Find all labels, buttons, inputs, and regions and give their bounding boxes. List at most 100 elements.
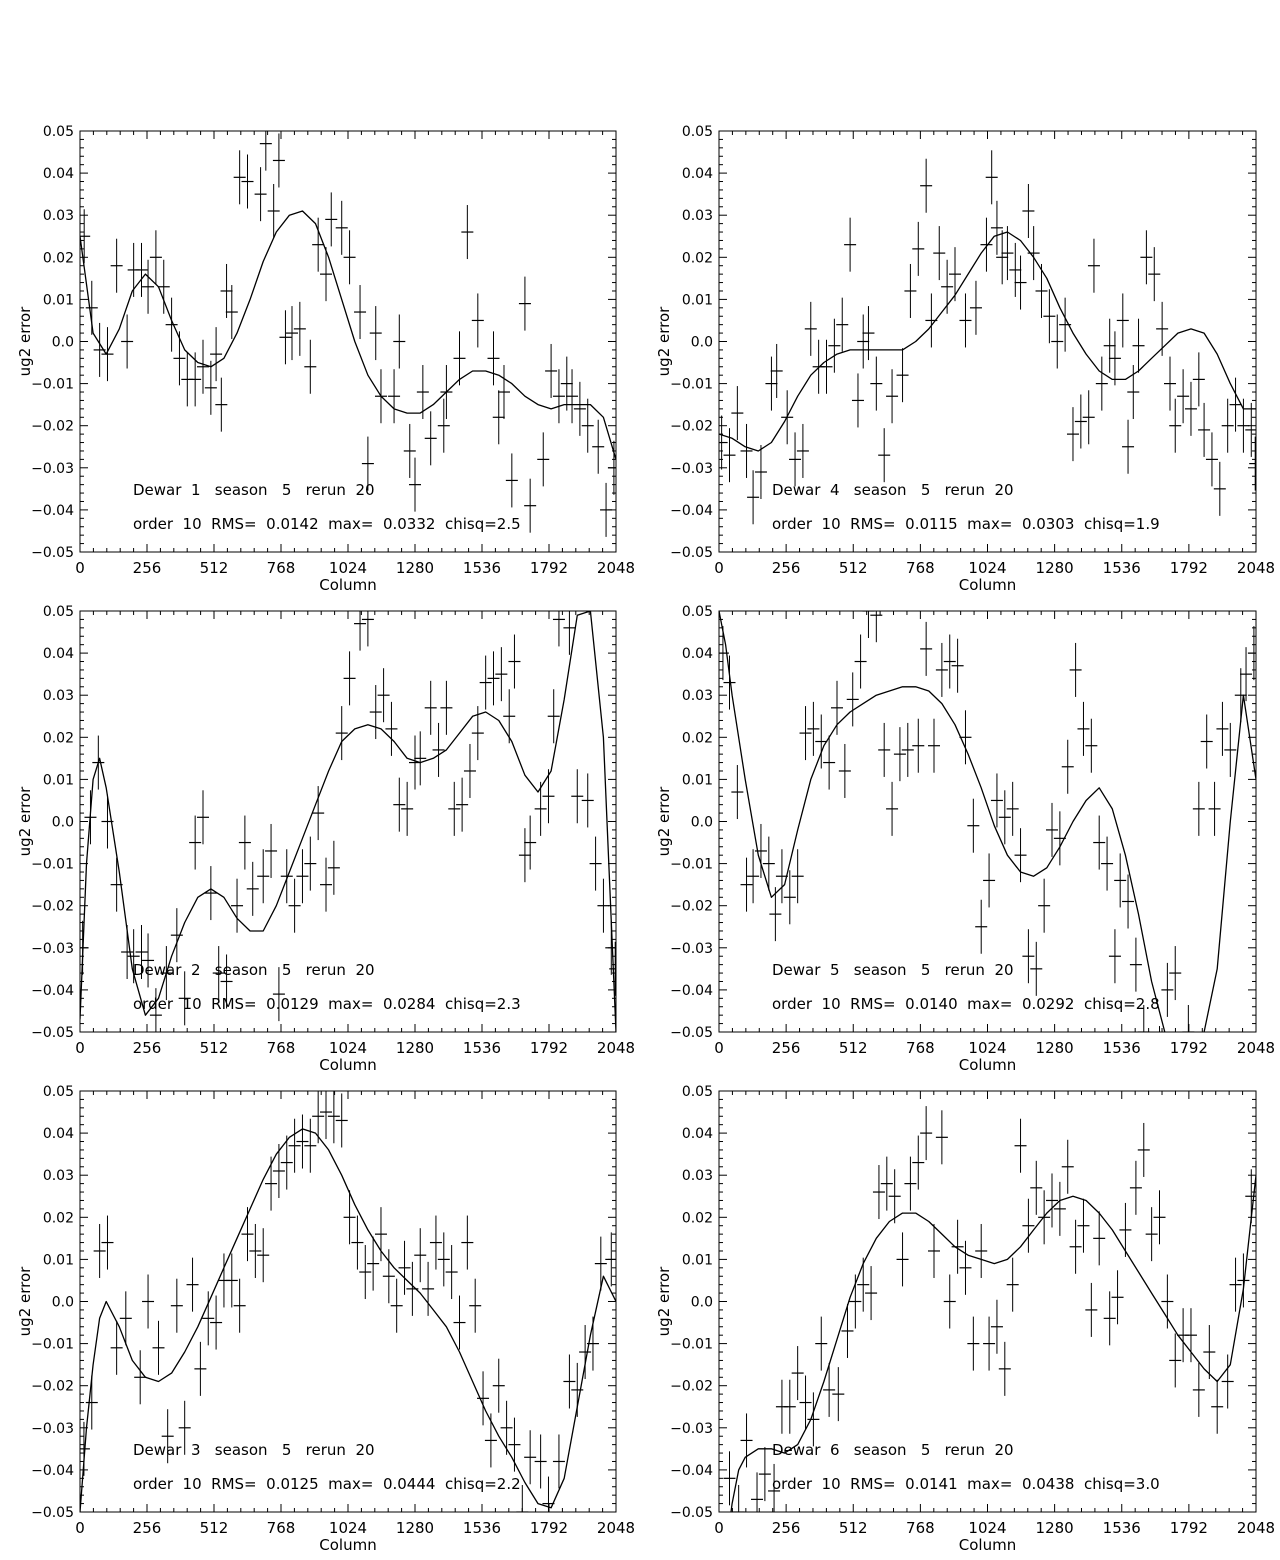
data-point — [1249, 436, 1256, 491]
y-tick-label: −0.05 — [670, 545, 713, 561]
fit-curve — [80, 611, 616, 1032]
data-point — [1051, 314, 1064, 369]
data-point — [492, 390, 505, 445]
y-tick-label: −0.04 — [670, 1463, 713, 1479]
data-point — [204, 360, 217, 415]
data-point — [969, 280, 982, 335]
data-point — [959, 710, 972, 765]
data-point — [149, 988, 162, 1032]
data-point — [369, 306, 382, 361]
x-tick-label: 768 — [267, 1039, 296, 1057]
data-point — [440, 680, 453, 735]
data-point — [1169, 398, 1182, 453]
data-point — [731, 386, 744, 441]
data-point — [354, 611, 367, 651]
data-point — [233, 150, 246, 205]
data-point — [820, 339, 833, 394]
y-tick-label: 0.03 — [43, 688, 74, 704]
y-tick-label: −0.04 — [31, 983, 74, 999]
data-point — [382, 1249, 395, 1304]
y-tick-label: 0.05 — [43, 604, 74, 620]
data-point — [886, 781, 899, 836]
data-point — [998, 790, 1011, 845]
data-point — [732, 1485, 745, 1512]
data-point — [453, 331, 466, 386]
data-point — [369, 685, 382, 740]
data-point — [448, 781, 461, 836]
data-point — [1043, 289, 1056, 344]
data-point — [789, 432, 802, 487]
data-point — [220, 263, 233, 318]
data-point — [280, 849, 293, 904]
data-point — [589, 836, 602, 891]
x-tick-label: 512 — [839, 1519, 868, 1537]
data-point — [959, 293, 972, 348]
data-point — [791, 1346, 804, 1401]
y-tick-label: 0.04 — [682, 1126, 713, 1142]
data-point — [93, 1223, 106, 1278]
data-point — [951, 638, 964, 693]
y-tick-label: −0.04 — [31, 1463, 74, 1479]
y-tick-label: 0.02 — [682, 250, 713, 266]
data-point — [723, 1451, 736, 1506]
data-point — [1101, 836, 1114, 891]
data-point — [1229, 377, 1242, 432]
data-point — [1022, 929, 1035, 984]
data-point — [210, 1295, 223, 1350]
y-tick-label: −0.05 — [31, 1025, 74, 1041]
x-tick-label: 0 — [75, 559, 85, 577]
x-tick-label: 256 — [772, 1519, 801, 1537]
data-point — [758, 1447, 771, 1502]
data-point — [563, 1354, 576, 1409]
annotation-stats: order 10 RMS= 0.0129 max= 0.0284 chisq=2… — [133, 995, 521, 1013]
data-point — [312, 1091, 325, 1144]
y-tick-label: 0.02 — [682, 1210, 713, 1226]
data-point — [983, 1316, 996, 1371]
data-point — [573, 381, 586, 436]
data-point — [928, 718, 941, 773]
data-point — [285, 306, 298, 361]
data-point — [456, 777, 469, 832]
data-point — [351, 1215, 364, 1270]
data-point — [552, 611, 565, 647]
data-point — [841, 1303, 854, 1358]
x-tick-label: 1024 — [968, 559, 1006, 577]
y-tick-label: 0.04 — [43, 166, 74, 182]
data-point — [783, 870, 796, 925]
data-point — [367, 1236, 380, 1291]
data-point — [390, 1278, 403, 1333]
annotation-dewar: Dewar 6 season 5 rerun 20 — [772, 1441, 1014, 1459]
data-point — [445, 1245, 458, 1300]
data-point — [1247, 626, 1256, 681]
data-point — [1237, 398, 1250, 453]
y-tick-label: 0.0 — [691, 815, 713, 831]
data-point — [437, 1232, 450, 1287]
data-point — [1245, 402, 1256, 457]
data-point — [1119, 1202, 1132, 1257]
data-point — [249, 1223, 262, 1278]
data-point — [1001, 226, 1014, 281]
data-point — [901, 722, 914, 777]
x-tick-label: 2048 — [1237, 1519, 1275, 1537]
data-point — [904, 263, 917, 318]
data-point — [862, 306, 875, 361]
data-point — [398, 1240, 411, 1295]
data-point — [1014, 828, 1027, 883]
plot-area — [80, 131, 616, 537]
data-point — [888, 1169, 901, 1224]
data-point — [823, 735, 836, 790]
data-point — [1095, 356, 1108, 411]
data-point — [463, 743, 476, 798]
data-point — [265, 823, 278, 878]
data-point — [186, 1257, 199, 1312]
data-point — [1082, 390, 1095, 445]
data-point — [1129, 1160, 1142, 1215]
annotation-stats: order 10 RMS= 0.0140 max= 0.0292 chisq=2… — [772, 995, 1160, 1013]
x-tick-label: 768 — [906, 1039, 935, 1057]
x-tick-label: 1792 — [530, 1519, 568, 1537]
y-tick-label: −0.05 — [31, 1505, 74, 1521]
data-point — [1137, 1005, 1150, 1032]
data-point — [254, 167, 267, 222]
data-point — [335, 1093, 348, 1148]
data-point — [605, 1232, 616, 1287]
